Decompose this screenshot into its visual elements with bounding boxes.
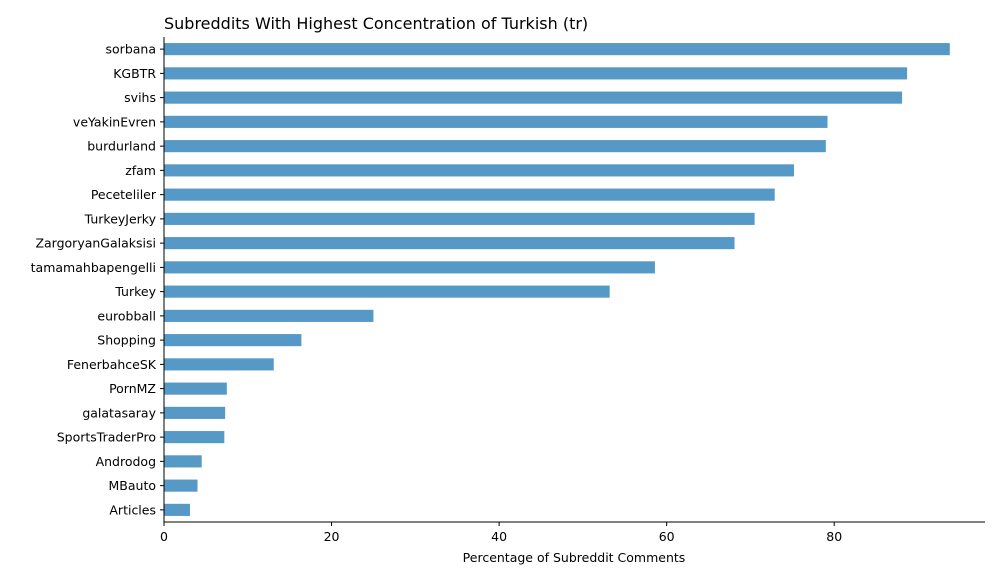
y-tick-label-galatasaray: galatasaray bbox=[82, 405, 156, 420]
bar-svihs bbox=[164, 91, 903, 104]
x-tick-label-40: 40 bbox=[491, 529, 507, 544]
y-tick-label-Peceteliler: Peceteliler bbox=[91, 187, 157, 202]
bars-group bbox=[164, 43, 950, 516]
bar-MBauto bbox=[164, 479, 198, 492]
y-tick-label-SportsTraderPro: SportsTraderPro bbox=[57, 430, 156, 445]
bar-Androdog bbox=[164, 455, 202, 468]
x-tick-label-80: 80 bbox=[826, 529, 842, 544]
y-tick-label-veYakinEvren: veYakinEvren bbox=[73, 114, 156, 129]
bar-FenerbahceSK bbox=[164, 358, 274, 371]
y-tick-label-MBauto: MBauto bbox=[109, 478, 157, 493]
x-tick-label-0: 0 bbox=[160, 529, 168, 544]
x-tick-label-60: 60 bbox=[659, 529, 675, 544]
bar-zfam bbox=[164, 164, 794, 177]
bar-SportsTraderPro bbox=[164, 431, 225, 444]
bar-TurkeyJerky bbox=[164, 212, 755, 225]
y-tick-label-tamamahbapengelli: tamamahbapengelli bbox=[31, 260, 156, 275]
y-tick-label-sorbana: sorbana bbox=[106, 42, 156, 57]
y-tick-label-FenerbahceSK: FenerbahceSK bbox=[67, 357, 157, 372]
y-tick-label-zfam: zfam bbox=[125, 163, 156, 178]
y-tick-label-Turkey: Turkey bbox=[114, 284, 156, 299]
y-tick-label-burdurland: burdurland bbox=[87, 139, 156, 154]
bar-Shopping bbox=[164, 334, 302, 347]
y-tick-label-PornMZ: PornMZ bbox=[109, 381, 156, 396]
bar-KGBTR bbox=[164, 67, 908, 80]
bar-sorbana bbox=[164, 43, 950, 56]
y-tick-label-Articles: Articles bbox=[109, 502, 156, 517]
bar-PornMZ bbox=[164, 382, 227, 395]
axes-group: sorbana KGBTR svihs veYakinEvren burdurland z… bbox=[31, 37, 985, 544]
y-tick-label-ZargoryanGalaksisi: ZargoryanGalaksisi bbox=[35, 236, 156, 251]
bar-tamamahbapengelli bbox=[164, 261, 655, 274]
chart-title: Subreddits With Highest Concentration of… bbox=[164, 14, 588, 33]
bar-Turkey bbox=[164, 285, 610, 298]
bar-ZargoryanGalaksisi bbox=[164, 237, 735, 250]
y-tick-label-eurobball: eurobball bbox=[97, 308, 156, 323]
y-tick-label-TurkeyJerky: TurkeyJerky bbox=[84, 211, 157, 226]
y-tick-label-svihs: svihs bbox=[124, 90, 156, 105]
bar-veYakinEvren bbox=[164, 115, 828, 128]
bar-Articles bbox=[164, 503, 190, 516]
x-axis-label: Percentage of Subreddit Comments bbox=[463, 550, 686, 565]
bar-galatasaray bbox=[164, 406, 226, 419]
y-tick-label-KGBTR: KGBTR bbox=[113, 66, 156, 81]
bar-eurobball bbox=[164, 309, 374, 322]
y-tick-label-Androdog: Androdog bbox=[96, 454, 156, 469]
x-tick-label-20: 20 bbox=[324, 529, 340, 544]
y-tick-label-Shopping: Shopping bbox=[97, 333, 156, 348]
bar-burdurland bbox=[164, 140, 826, 153]
bar-Peceteliler bbox=[164, 188, 775, 201]
